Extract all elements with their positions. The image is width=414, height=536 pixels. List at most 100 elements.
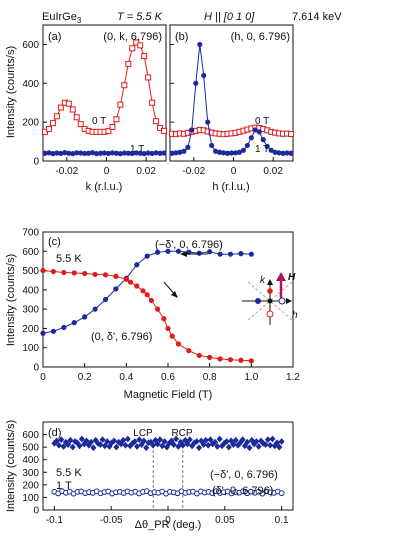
panel-c-ytick-label: 700 xyxy=(22,228,39,239)
d-minus-delta-point xyxy=(230,441,237,449)
d-minus-delta-point xyxy=(278,438,285,445)
panel-b-title: (h, 0, 6.796) xyxy=(231,31,290,43)
c-minus-delta-point xyxy=(134,262,140,268)
a-0T-point xyxy=(153,118,160,125)
a-0T-point xyxy=(53,113,60,120)
a-1T-point xyxy=(78,150,84,156)
d-minus-delta-point xyxy=(136,436,143,443)
a-1T-point xyxy=(82,150,88,157)
c-delta-point xyxy=(123,276,129,282)
b-1T-point xyxy=(213,148,219,154)
material-label: EuIrGe3 xyxy=(42,11,82,25)
inset-filled-red-dot xyxy=(267,288,273,294)
a-1T-point xyxy=(121,150,127,156)
panel-c-xtick-label: 0.2 xyxy=(78,372,92,383)
c-delta-point xyxy=(248,358,254,364)
panel-d-ytick-label: 300 xyxy=(22,468,39,479)
d-minus-delta-point xyxy=(134,443,141,450)
d-minus-delta-point xyxy=(53,437,60,445)
a-0T-point xyxy=(49,120,56,127)
d-minus-delta-point xyxy=(150,441,157,449)
d-minus-delta-point xyxy=(74,439,81,447)
inset-open-red-dot xyxy=(266,310,274,318)
panel-a-annotation-1T: 1 T xyxy=(130,144,144,155)
panel-b-xtick-label: 0.02 xyxy=(263,166,283,177)
b-1T-point xyxy=(256,129,262,135)
d-minus-delta-point xyxy=(248,436,255,444)
panel-c-xtick-label: 1.2 xyxy=(286,372,300,383)
panel-a-xtick-label: 0 xyxy=(104,166,110,177)
d-minus-delta-point xyxy=(276,443,283,451)
d-minus-delta-point xyxy=(274,439,281,447)
d-minus-delta-point xyxy=(76,442,83,450)
panel-d-ytick-label: 500 xyxy=(22,443,39,454)
d-minus-delta-point xyxy=(83,437,90,445)
d-minus-delta-point xyxy=(186,436,193,443)
temperature-label: T = 5.5 K xyxy=(117,11,163,23)
panel-c-xlabel: Magnetic Field (T) xyxy=(124,389,213,401)
a-1T-point xyxy=(145,150,151,156)
a-0T-point xyxy=(137,42,144,49)
a-1T-point xyxy=(141,151,147,157)
panel-d-annotation-field: 1 T xyxy=(56,480,72,492)
c-delta-point xyxy=(40,267,46,274)
panel-c-xtick-label: 0 xyxy=(40,372,46,383)
c-delta-point xyxy=(148,297,154,304)
a-0T-point xyxy=(105,127,112,134)
c-minus-delta-point xyxy=(40,330,46,336)
figure-header: EuIrGe3 T = 5.5 K H || [0 1 0] 7.614 keV xyxy=(42,11,342,25)
panel-d-label: (d) xyxy=(48,427,61,439)
c-delta-point xyxy=(71,270,77,276)
a-1T-point xyxy=(86,150,92,156)
a-1T-point xyxy=(58,150,64,157)
d-minus-delta-point xyxy=(60,443,67,450)
panel-b-annotation-0T: 0 T xyxy=(255,116,269,127)
d-minus-delta-point xyxy=(67,436,74,444)
a-0T-point xyxy=(161,127,168,134)
a-0T-point xyxy=(125,60,132,67)
d-minus-delta-point xyxy=(152,436,159,444)
panel-d-annotation-minus-delta: (−δ', 0, 6.796) xyxy=(210,469,278,481)
c-delta-point xyxy=(196,352,202,359)
c-minus-delta-point xyxy=(165,248,171,254)
d-minus-delta-point xyxy=(99,436,106,443)
a-0T-point xyxy=(145,74,152,81)
a-1T-point xyxy=(113,150,120,156)
panel-c-ytick-label: 0 xyxy=(33,363,39,374)
d-minus-delta-point xyxy=(184,440,191,448)
b-1T-point xyxy=(197,41,203,48)
b-1T-point xyxy=(169,150,175,156)
a-1T-point xyxy=(137,150,143,156)
c-minus-delta-point xyxy=(71,320,77,326)
d-minus-delta-point xyxy=(159,442,166,450)
c-minus-delta-point xyxy=(82,314,88,320)
c-delta-point xyxy=(227,357,234,363)
d-minus-delta-point xyxy=(104,438,111,445)
a-1T-point xyxy=(93,151,100,157)
c-minus-delta-point xyxy=(207,249,213,255)
d-minus-delta-point xyxy=(161,438,168,445)
panel-c-xtick-label: 0.4 xyxy=(119,372,133,383)
panel-a-xlabel: k (r.l.u.) xyxy=(86,181,123,193)
d-minus-delta-point xyxy=(85,441,92,449)
a-1T-point xyxy=(125,150,131,156)
b-1T-point xyxy=(280,150,286,156)
panel-c-marks xyxy=(40,248,254,364)
a-1T-point xyxy=(66,150,72,156)
d-minus-delta-point xyxy=(108,439,115,447)
panel-c-xtick-label: 0.6 xyxy=(161,372,175,383)
panel-a-ytick-label: 200 xyxy=(22,118,39,129)
a-1T-point xyxy=(133,150,139,156)
c-delta-point xyxy=(127,279,134,285)
d-minus-delta-point xyxy=(237,439,244,447)
d-minus-delta-point xyxy=(195,444,202,452)
a-1T-point xyxy=(109,150,116,156)
c-delta-point xyxy=(186,348,192,354)
b-1T-point xyxy=(177,149,183,155)
a-0T-point xyxy=(73,114,80,121)
d-minus-delta-point xyxy=(246,444,253,452)
field-direction-label: H || [0 1 0] xyxy=(204,11,255,23)
panel-b-xtick-label: 0 xyxy=(231,166,237,177)
b-1T-point xyxy=(201,72,207,79)
